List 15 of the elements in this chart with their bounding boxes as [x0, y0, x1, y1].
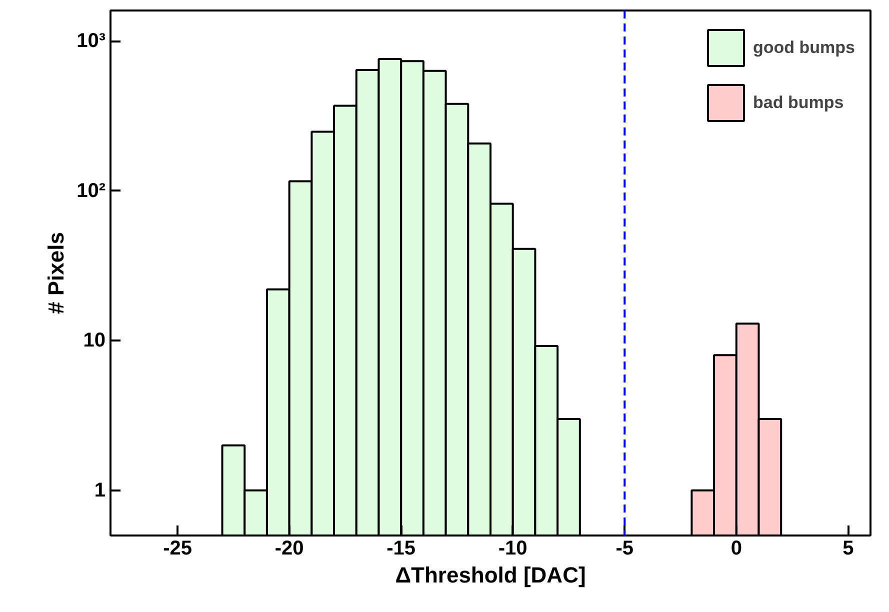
- y-tick-label: 10³: [76, 30, 106, 52]
- x-tick-label: 5: [842, 538, 854, 560]
- y-tick-label: 10²: [76, 180, 106, 202]
- legend-label: good bumps: [753, 38, 855, 58]
- x-tick-label: -20: [274, 538, 304, 560]
- y-axis-title: # Pixels: [44, 232, 69, 314]
- x-tick-label: 0: [730, 538, 742, 560]
- legend-label: bad bumps: [753, 92, 844, 112]
- x-tick-label: -25: [163, 538, 192, 560]
- x-axis-title: ΔThreshold [DAC]: [395, 562, 586, 588]
- x-tick-label: -5: [616, 538, 634, 560]
- x-tick-label: -10: [498, 538, 528, 560]
- x-tick-label: -15: [386, 538, 416, 560]
- y-tick-label: 1: [94, 479, 106, 502]
- y-tick-label: 10: [83, 330, 106, 352]
